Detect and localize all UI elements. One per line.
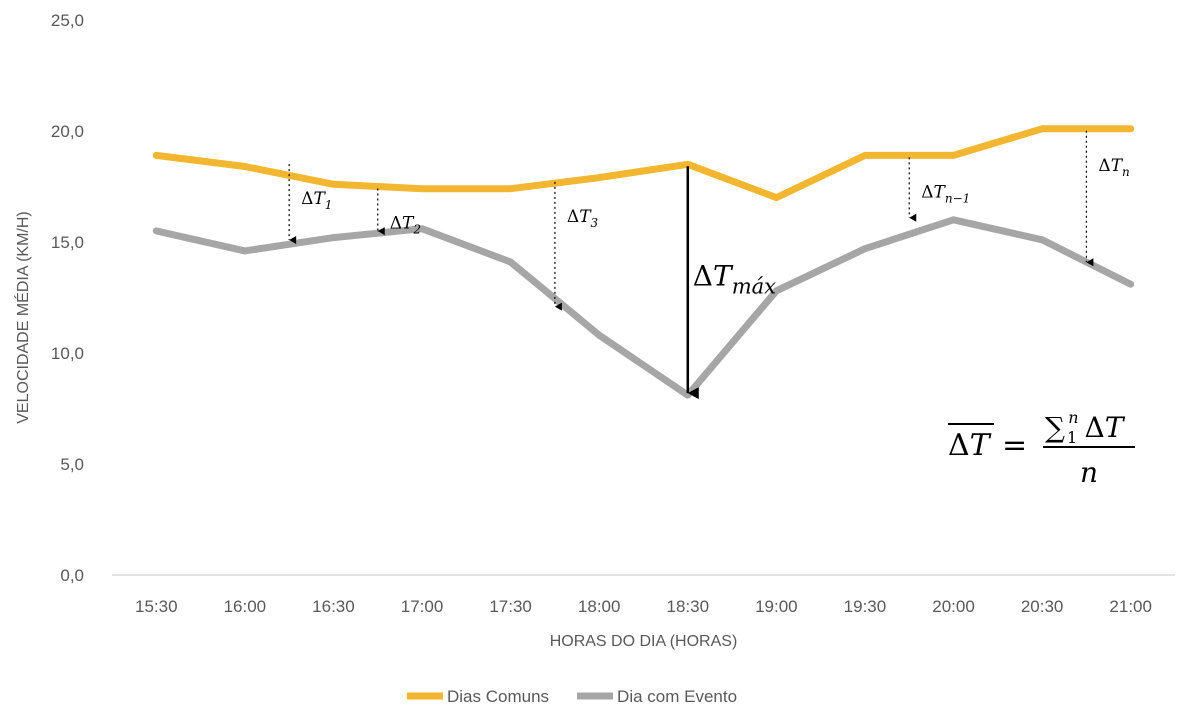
formula-lhs: ΔT [948,428,992,463]
formula-numerator: ∑ 1n ΔT [1045,408,1126,447]
x-tick-label: 16:30 [312,597,355,616]
x-axis-ticks: 15:30 16:00 16:30 17:00 17:30 18:00 18:30 19:00… [135,597,1152,616]
delta-label: ΔTn−1 [921,182,970,205]
y-axis-ticks: 0,0 5,0 10,0 15,0 20,0 25,0 [51,11,84,585]
y-axis-title: VELOCIDADE MÉDIA (KM/H) [13,211,32,423]
delta-label: ΔTn [1098,156,1129,179]
series-layer [152,125,1135,399]
x-tick-label: 19:30 [844,597,887,616]
x-tick-label: 18:00 [578,597,621,616]
delta-label: ΔT2 [390,214,421,237]
legend-label: Dia com Evento [617,687,737,706]
x-tick-label: 17:00 [401,597,444,616]
legend: Dias Comuns Dia com Evento [407,687,737,706]
formula-denominator: n [1080,456,1098,489]
y-tick-label: 15,0 [51,233,84,252]
x-axis-title: HORAS DO DIA (HORAS) [550,633,738,650]
y-tick-label: 10,0 [51,344,84,363]
delta-label: ΔT3 [567,207,599,230]
formula: ΔT = ∑ 1n ΔT n [948,408,1135,489]
y-tick-label: 5,0 [60,455,84,474]
x-tick-label: 20:00 [932,597,975,616]
x-tick-label: 16:00 [224,597,267,616]
formula-equals: = [1002,428,1027,463]
delta-label: ΔTmáx [693,260,776,299]
x-tick-label: 21:00 [1109,597,1152,616]
delta-label: ΔT1 [301,189,332,212]
y-tick-label: 25,0 [51,11,84,30]
x-tick-label: 20:30 [1021,597,1064,616]
x-tick-label: 18:30 [667,597,710,616]
delta-annotations: ΔT1 ΔT2 ΔT3 ΔTmáx ΔTn−1 ΔTn [288,130,1130,400]
x-tick-label: 19:00 [755,597,798,616]
series-line-dias-comuns [152,125,1135,202]
series-line-dia-com-evento [152,216,1135,399]
y-tick-label: 0,0 [60,566,84,585]
y-tick-label: 20,0 [51,122,84,141]
x-tick-label: 17:30 [489,597,532,616]
x-tick-label: 15:30 [135,597,178,616]
legend-label: Dias Comuns [447,687,549,706]
